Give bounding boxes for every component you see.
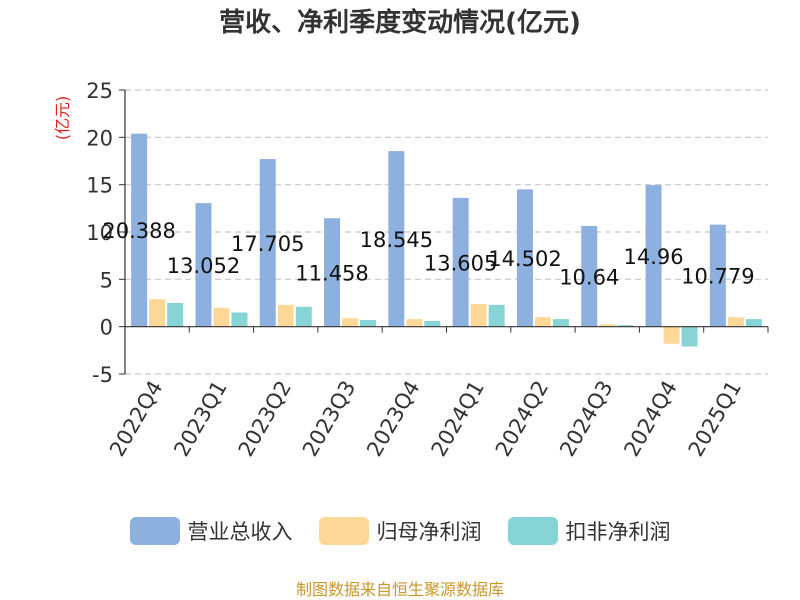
bar: [149, 299, 166, 327]
bar: [681, 326, 698, 347]
bar: [295, 306, 312, 327]
legend-item[interactable]: 扣非净利润: [507, 516, 671, 546]
bar: [406, 319, 423, 327]
x-tick-label: 2025Q1: [684, 377, 746, 461]
chart-title: 营收、净利季度变动情况(亿元): [219, 8, 581, 38]
legend-item[interactable]: 营业总收入: [129, 516, 293, 546]
bar: [470, 303, 487, 327]
y-tick-label: 25: [86, 79, 113, 103]
y-axis-label: (亿元): [53, 96, 72, 141]
source-note: 制图数据来自恒生聚源数据库: [295, 580, 504, 599]
y-tick-label: 15: [86, 174, 113, 198]
data-label: 13.605: [424, 251, 497, 275]
bar: [599, 324, 616, 327]
bar: [277, 304, 294, 327]
data-label: 10.779: [681, 265, 754, 289]
data-label: 18.545: [360, 228, 433, 252]
bar: [745, 319, 762, 327]
data-label: 14.502: [488, 247, 561, 271]
bar: [552, 319, 569, 327]
data-label: 17.705: [231, 232, 304, 256]
bar: [581, 225, 598, 327]
bar: [488, 304, 505, 327]
bar: [342, 318, 359, 327]
bar: [360, 320, 377, 327]
bar: [452, 197, 469, 327]
legend-label: 营业总收入: [187, 520, 293, 544]
x-tick-label: 2024Q4: [619, 377, 681, 461]
legend-swatch: [129, 517, 180, 545]
y-tick-label: 5: [100, 268, 113, 292]
bars: [131, 133, 762, 347]
bar: [131, 133, 148, 327]
bar: [231, 312, 248, 327]
legend: 营业总收入 归母净利润 扣非净利润: [0, 516, 800, 546]
bar: [213, 307, 230, 327]
bar: [663, 326, 680, 344]
legend-label: 归母净利润: [376, 520, 482, 544]
data-label: 13.052: [167, 254, 240, 278]
bar: [617, 325, 634, 327]
x-tick-label: 2023Q1: [169, 377, 231, 461]
data-label: 14.96: [623, 245, 683, 269]
y-tick-label: 0: [100, 316, 113, 340]
bar: [324, 218, 341, 327]
bar: [167, 303, 184, 327]
x-tick-label: 2024Q1: [427, 377, 489, 461]
bar: [727, 317, 744, 327]
data-label: 11.458: [295, 261, 368, 285]
x-tick-label: 2023Q4: [362, 377, 424, 461]
bar: [534, 317, 551, 327]
y-tick-label: 10: [86, 221, 113, 245]
x-tick-label: 2022Q4: [105, 377, 167, 461]
legend-swatch: [318, 517, 369, 545]
y-tick-label: 20: [86, 126, 113, 150]
bar: [259, 159, 276, 327]
x-tick-label: 2024Q2: [491, 377, 553, 461]
legend-swatch: [507, 517, 558, 545]
data-label: 20.388: [102, 219, 175, 243]
x-tick-label: 2024Q3: [555, 377, 617, 461]
bar: [645, 185, 662, 327]
bar: [709, 224, 726, 327]
legend-label: 扣非净利润: [565, 520, 671, 544]
legend-item[interactable]: 归母净利润: [318, 516, 482, 546]
x-tick-label: 2023Q3: [298, 377, 360, 461]
bar: [424, 320, 441, 327]
data-label: 10.64: [559, 265, 619, 289]
bar: [195, 203, 212, 327]
bar: [388, 151, 405, 327]
x-tick-label: 2023Q2: [234, 377, 296, 461]
bar: [516, 189, 533, 327]
y-tick-label: -5: [92, 363, 113, 387]
